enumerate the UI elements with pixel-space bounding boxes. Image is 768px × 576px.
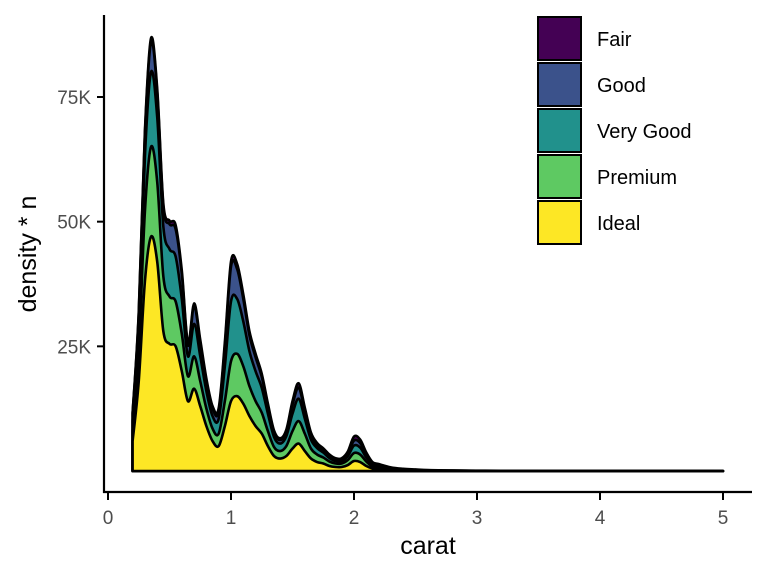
x-tick-label: 3 xyxy=(472,508,483,529)
area-premium xyxy=(131,144,725,473)
legend-key-fair xyxy=(537,16,582,61)
stacked-areas xyxy=(131,35,725,473)
legend-label-premium: Premium xyxy=(597,167,677,189)
legend-label-good: Good xyxy=(597,75,646,97)
legend-label-ideal: Ideal xyxy=(597,213,640,235)
y-tick-label: 25K xyxy=(57,337,91,358)
area-ideal xyxy=(131,234,725,473)
legend-key-good xyxy=(537,62,582,107)
legend-key-premium xyxy=(537,154,582,199)
x-axis-title: carat xyxy=(400,532,456,560)
axes xyxy=(102,15,752,494)
x-axis-ticks: 0 1 2 3 4 5 xyxy=(103,493,729,529)
x-tick-label: 4 xyxy=(595,508,606,529)
legend-label-very-good: Very Good xyxy=(597,121,692,143)
x-tick-label: 1 xyxy=(226,508,237,529)
y-tick-label: 75K xyxy=(57,88,91,109)
y-axis-title: density * n xyxy=(14,196,42,313)
y-axis-ticks: 25K 50K 75K xyxy=(57,88,104,358)
legend-label-fair: Fair xyxy=(597,29,632,51)
x-tick-label: 0 xyxy=(103,508,114,529)
x-tick-label: 2 xyxy=(349,508,360,529)
x-tick-label: 5 xyxy=(718,508,729,529)
legend: Fair Good Very Good Premium Ideal xyxy=(537,16,692,245)
y-tick-label: 50K xyxy=(57,213,91,234)
legend-key-ideal xyxy=(537,200,582,245)
legend-key-very-good xyxy=(537,108,582,153)
